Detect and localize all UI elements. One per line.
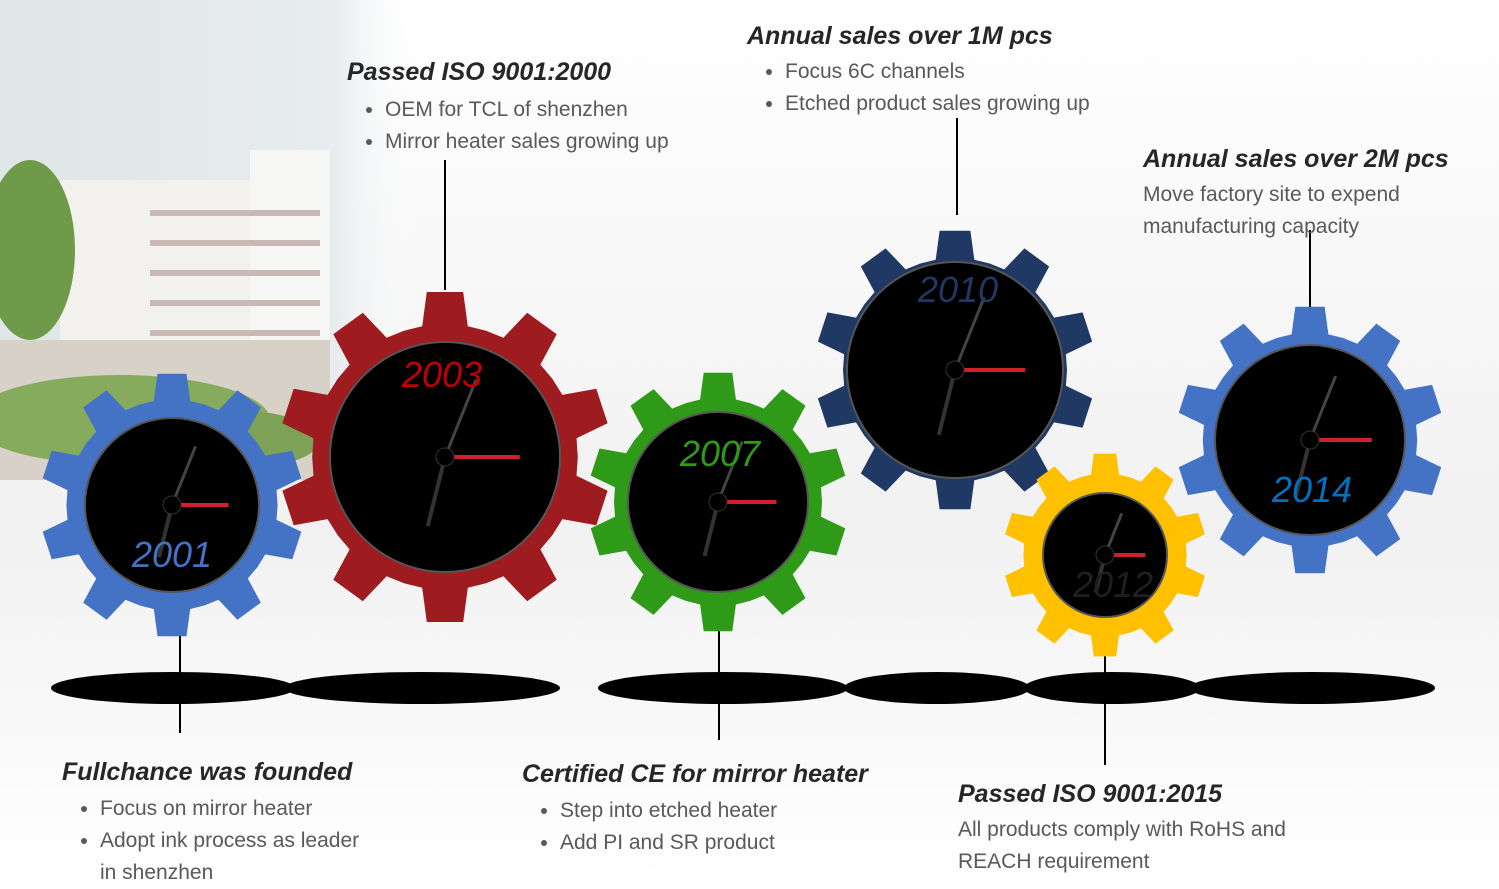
milestone-text: Move factory site to expend manufacturin… [1143, 179, 1473, 243]
clock-center [1301, 431, 1319, 449]
milestone-title: Fullchance was founded [62, 758, 352, 787]
gear-clock: 2010 [818, 231, 1092, 509]
page: 200120032007201020122014 (() => { const … [0, 0, 1499, 879]
milestone-title: Annual sales over 1M pcs [747, 22, 1053, 51]
milestone-bullets: OEM for TCL of shenzhenMirror heater sal… [347, 94, 785, 158]
bullet-item: Focus 6C channels [785, 56, 1205, 88]
bullet-item: Mirror heater sales growing up [385, 126, 785, 158]
milestone-title: Passed ISO 9001:2015 [958, 780, 1222, 809]
shadow [598, 672, 848, 704]
year-label: 2010 [917, 269, 998, 310]
bullet-item: Adopt ink process as leader in shenzhen [100, 825, 370, 889]
gear-clock: 2007 [591, 373, 846, 631]
gear-clock: 2012 [1005, 454, 1205, 657]
shadow [1024, 672, 1200, 704]
year-label: 2003 [401, 354, 482, 395]
year-label: 2012 [1072, 564, 1153, 605]
milestone-title: Certified CE for mirror heater [522, 760, 868, 789]
bullet-item: Focus on mirror heater [100, 793, 370, 825]
milestone-title: Annual sales over 2M pcs [1143, 145, 1449, 174]
milestone-bullets: Focus 6C channelsEtched product sales gr… [747, 56, 1205, 120]
year-label: 2001 [131, 534, 212, 575]
bullet-item: Step into etched heater [560, 795, 960, 827]
bullet-item: Etched product sales growing up [785, 88, 1205, 120]
shadow [284, 672, 560, 704]
clock-center [436, 448, 454, 466]
year-label: 2007 [679, 433, 762, 474]
bullet-item: OEM for TCL of shenzhen [385, 94, 785, 126]
milestone-text: All products comply with RoHS and REACH … [958, 814, 1298, 878]
shadow [1189, 672, 1435, 704]
shadow [51, 672, 295, 704]
clock-center [946, 361, 964, 379]
clock-center [1096, 546, 1114, 564]
bullet-item: Add PI and SR product [560, 827, 960, 859]
year-label: 2014 [1271, 469, 1352, 510]
milestone-bullets: Focus on mirror heaterAdopt ink process … [62, 793, 410, 889]
clock-center [709, 493, 727, 511]
milestone-title: Passed ISO 9001:2000 [347, 58, 611, 87]
clock-center [163, 496, 181, 514]
milestone-bullets: Step into etched heaterAdd PI and SR pro… [522, 795, 960, 859]
gear-clock: 2014 [1179, 307, 1441, 573]
shadow [844, 672, 1030, 704]
